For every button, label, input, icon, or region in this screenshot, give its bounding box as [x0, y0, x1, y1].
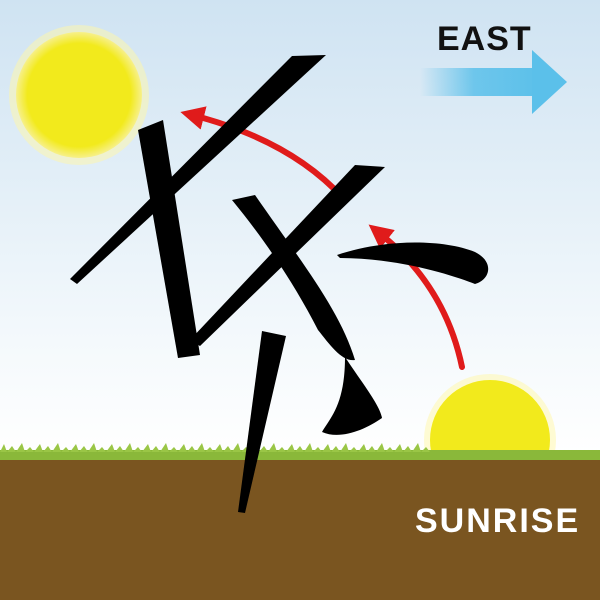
ground [0, 460, 600, 600]
curved-arrow-icon [180, 106, 346, 201]
grass-blades [0, 443, 600, 452]
arrow-right-icon [420, 50, 567, 114]
sun-icon [9, 25, 149, 165]
sunrise-label: SUNRISE [415, 502, 581, 540]
east-label: EAST [437, 20, 532, 58]
chinese-character-glyph [70, 55, 489, 513]
grass-strip [0, 450, 600, 460]
